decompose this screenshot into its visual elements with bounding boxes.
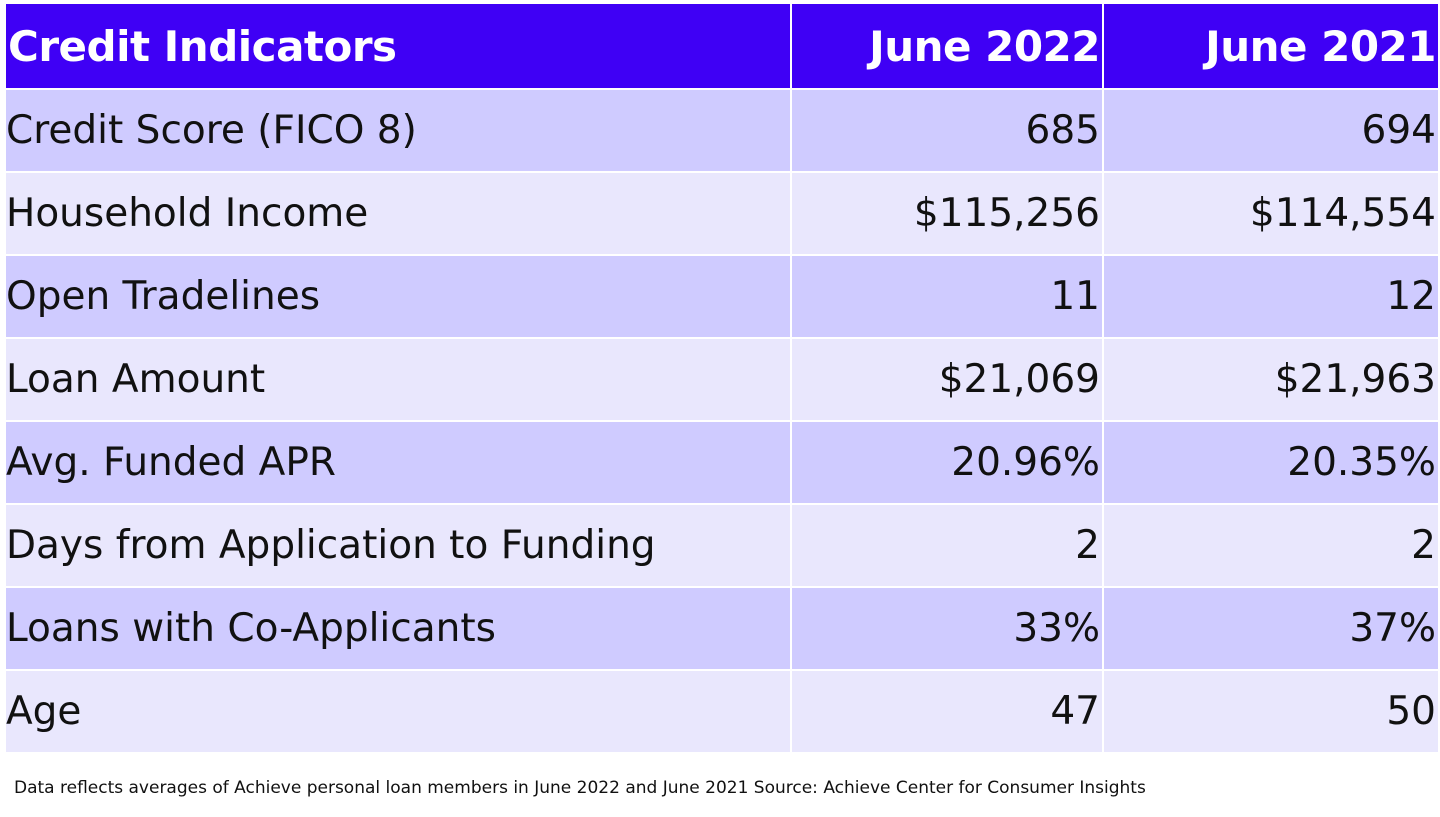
credit-indicators-table: Credit Indicators June 2022 June 2021 Cr… xyxy=(4,2,1440,754)
table-row: Credit Score (FICO 8) 685 694 xyxy=(4,88,1440,173)
row-label: Household Income xyxy=(4,171,792,256)
header-june-2021: June 2021 xyxy=(1102,2,1440,90)
value-june-2022: 685 xyxy=(790,88,1104,173)
table-row: Loans with Co-Applicants 33% 37% xyxy=(4,586,1440,671)
row-label: Credit Score (FICO 8) xyxy=(4,88,792,173)
table-row: Avg. Funded APR 20.96% 20.35% xyxy=(4,420,1440,505)
row-label: Loans with Co-Applicants xyxy=(4,586,792,671)
table-header-row: Credit Indicators June 2022 June 2021 xyxy=(4,2,1440,90)
row-label: Avg. Funded APR xyxy=(4,420,792,505)
value-june-2021: 12 xyxy=(1102,254,1440,339)
table-row: Days from Application to Funding 2 2 xyxy=(4,503,1440,588)
value-june-2021: 2 xyxy=(1102,503,1440,588)
row-label: Days from Application to Funding xyxy=(4,503,792,588)
credit-indicators-table-container: Credit Indicators June 2022 June 2021 Cr… xyxy=(4,2,1440,754)
value-june-2021: 694 xyxy=(1102,88,1440,173)
table-row: Household Income $115,256 $114,554 xyxy=(4,171,1440,256)
value-june-2021: $114,554 xyxy=(1102,171,1440,256)
value-june-2021: 37% xyxy=(1102,586,1440,671)
value-june-2021: $21,963 xyxy=(1102,337,1440,422)
value-june-2022: 33% xyxy=(790,586,1104,671)
value-june-2022: 2 xyxy=(790,503,1104,588)
row-label: Age xyxy=(4,669,792,754)
table-row: Loan Amount $21,069 $21,963 xyxy=(4,337,1440,422)
value-june-2022: 11 xyxy=(790,254,1104,339)
row-label: Open Tradelines xyxy=(4,254,792,339)
source-footnote: Data reflects averages of Achieve person… xyxy=(14,778,1146,798)
value-june-2022: 47 xyxy=(790,669,1104,754)
header-june-2022: June 2022 xyxy=(790,2,1104,90)
table-row: Open Tradelines 11 12 xyxy=(4,254,1440,339)
row-label: Loan Amount xyxy=(4,337,792,422)
value-june-2021: 50 xyxy=(1102,669,1440,754)
value-june-2021: 20.35% xyxy=(1102,420,1440,505)
header-credit-indicators: Credit Indicators xyxy=(4,2,792,90)
value-june-2022: 20.96% xyxy=(790,420,1104,505)
value-june-2022: $21,069 xyxy=(790,337,1104,422)
table-row: Age 47 50 xyxy=(4,669,1440,754)
value-june-2022: $115,256 xyxy=(790,171,1104,256)
